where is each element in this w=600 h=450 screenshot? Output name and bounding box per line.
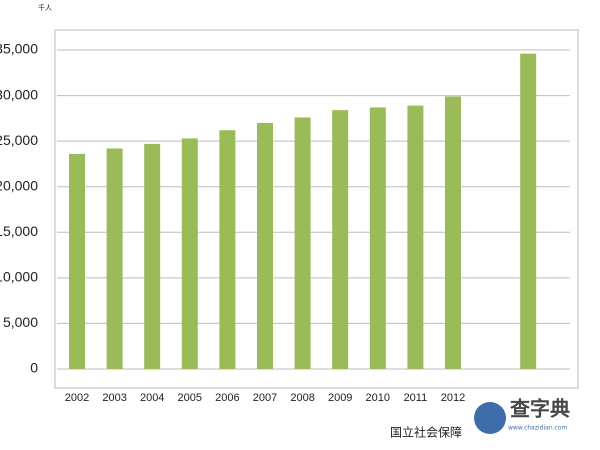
y-tick-label: 25,000 [0, 132, 38, 148]
watermark: 查字典 www.chazidian.com [474, 397, 570, 434]
x-tick-label: 2003 [102, 392, 126, 404]
x-tick-label: 2010 [366, 392, 390, 404]
y-tick-label: 10,000 [0, 269, 38, 285]
x-tick-label: 2005 [178, 392, 202, 404]
y-tick-label: 35,000 [0, 41, 38, 57]
bar [294, 117, 311, 370]
x-tick-label: 2009 [328, 392, 352, 404]
bar [407, 105, 424, 370]
bar [520, 53, 537, 369]
x-tick-label: 2004 [140, 392, 164, 404]
bar [257, 122, 273, 370]
x-tick-label: 2011 [404, 392, 428, 404]
y-tick-label: 20,000 [0, 177, 38, 193]
y-tick-label: 0 [30, 360, 38, 376]
bar [332, 110, 349, 369]
unit-label: 千人 [38, 3, 52, 12]
bar [181, 138, 198, 369]
watermark-icon [474, 402, 506, 434]
bar [219, 130, 236, 369]
bar [106, 148, 123, 369]
y-tick-label: 30,000 [0, 86, 38, 102]
y-tick-label: 5,000 [3, 314, 38, 330]
x-tick-label: 2007 [253, 392, 277, 404]
plot-frame [54, 29, 579, 389]
x-tick-label: 2002 [65, 392, 89, 404]
bar [445, 96, 461, 370]
watermark-text: 查字典 [510, 397, 570, 421]
bar [369, 107, 386, 370]
x-tick-label: 2006 [215, 392, 239, 404]
x-tick-label: 2012 [441, 392, 465, 404]
watermark-url: www.chazidian.com [508, 425, 568, 432]
source-note: 国立社会保障 [390, 425, 462, 440]
bar [69, 153, 85, 369]
x-tick-label: 2008 [290, 392, 314, 404]
y-tick-label: 15,000 [0, 223, 38, 239]
bar [144, 143, 161, 369]
